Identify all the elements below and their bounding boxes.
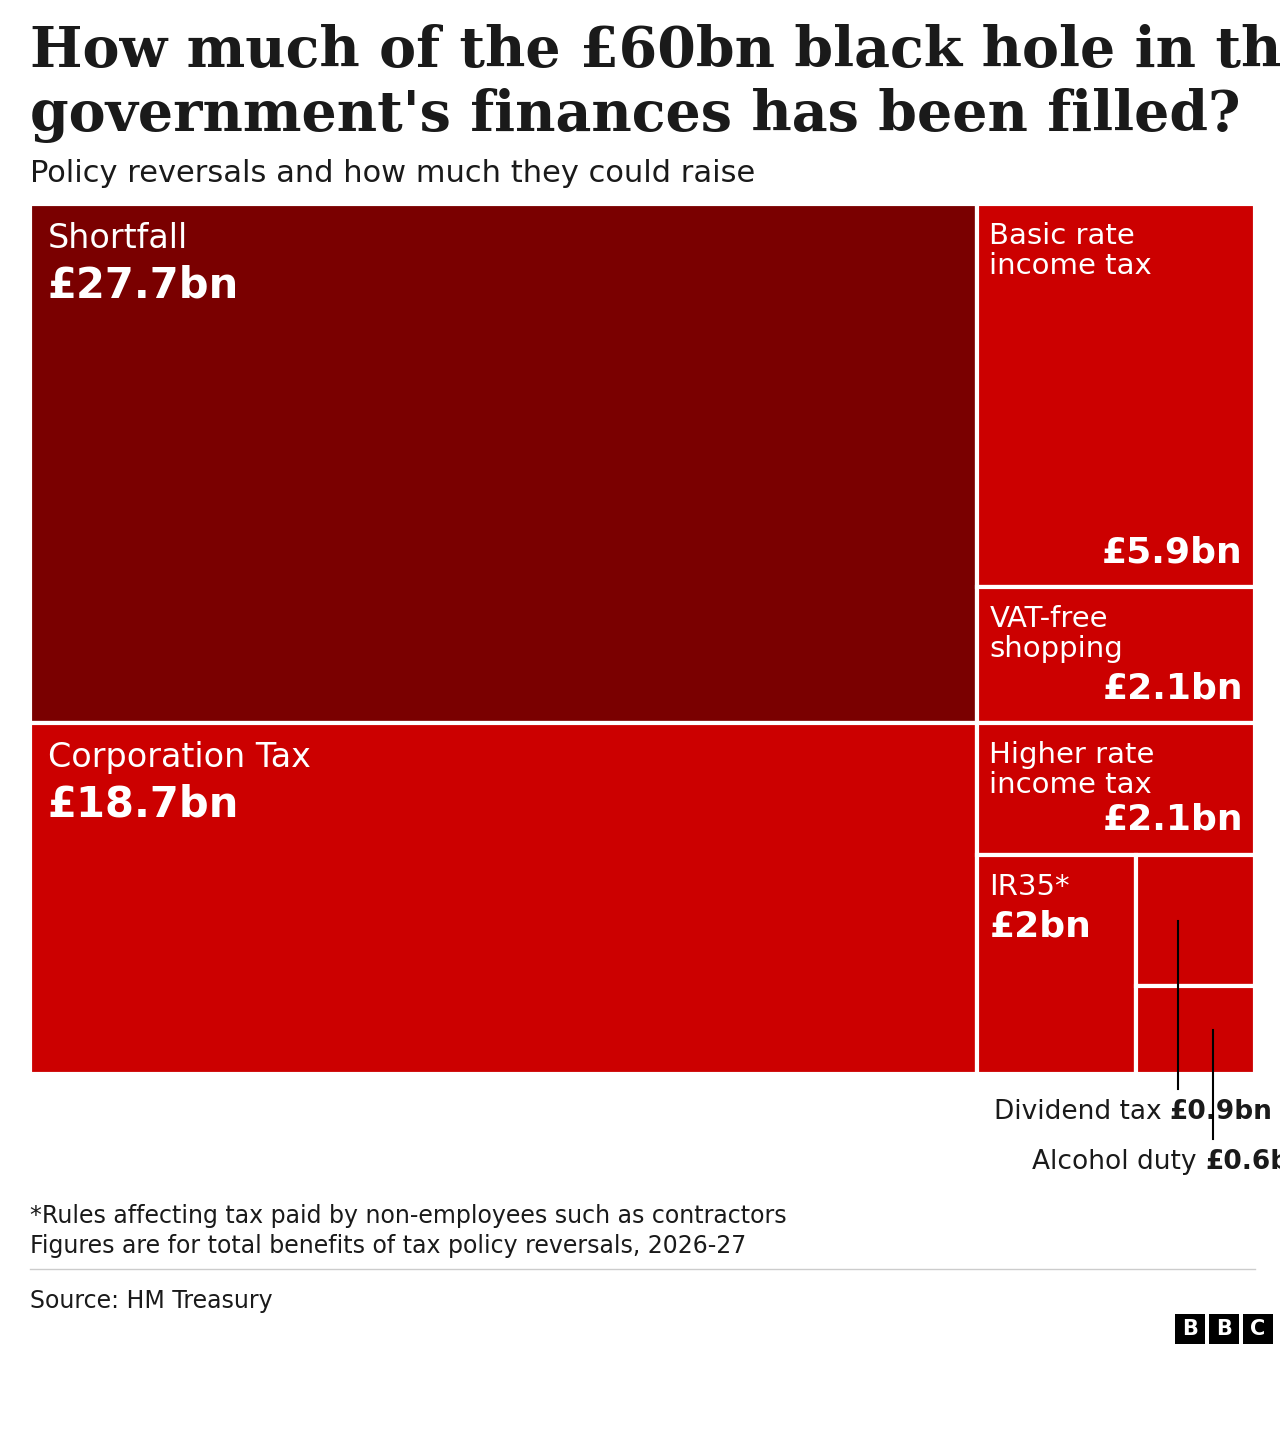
Text: Source: HM Treasury: Source: HM Treasury <box>29 1289 273 1313</box>
Text: £27.7bn: £27.7bn <box>49 264 239 306</box>
Text: IR35*: IR35* <box>989 872 1070 901</box>
Text: VAT-free: VAT-free <box>989 605 1107 632</box>
Text: £0.9bn: £0.9bn <box>1170 1099 1272 1125</box>
Text: Higher rate: Higher rate <box>989 741 1155 770</box>
Text: Corporation Tax: Corporation Tax <box>49 741 311 774</box>
Text: *Rules affecting tax paid by non-employees such as contractors: *Rules affecting tax paid by non-employe… <box>29 1204 787 1227</box>
Bar <box>978 723 1254 855</box>
Text: income tax: income tax <box>989 771 1152 800</box>
Text: B: B <box>1181 1318 1198 1339</box>
Bar <box>978 204 1254 588</box>
Text: £0.6bn: £0.6bn <box>1206 1149 1280 1175</box>
Text: C: C <box>1251 1318 1266 1339</box>
Text: Shortfall: Shortfall <box>49 222 188 256</box>
Text: £18.7bn: £18.7bn <box>49 784 239 826</box>
Bar <box>1175 1314 1204 1344</box>
Text: Figures are for total benefits of tax policy reversals, 2026-27: Figures are for total benefits of tax po… <box>29 1235 746 1258</box>
Text: Basic rate: Basic rate <box>989 222 1135 250</box>
Bar <box>1137 986 1254 1074</box>
Text: Dividend tax: Dividend tax <box>993 1099 1170 1125</box>
Bar <box>1243 1314 1274 1344</box>
Text: income tax: income tax <box>989 253 1152 280</box>
Bar <box>978 588 1254 723</box>
Text: shopping: shopping <box>989 635 1123 663</box>
Text: £2.1bn: £2.1bn <box>1102 803 1243 838</box>
Bar <box>1210 1314 1239 1344</box>
Text: £2bn: £2bn <box>989 910 1092 944</box>
Text: Policy reversals and how much they could raise: Policy reversals and how much they could… <box>29 159 755 188</box>
Text: How much of the £60bn black hole in the
government's finances has been filled?: How much of the £60bn black hole in the … <box>29 25 1280 143</box>
Text: B: B <box>1216 1318 1231 1339</box>
Bar <box>1137 855 1254 986</box>
Text: Alcohol duty: Alcohol duty <box>1033 1149 1206 1175</box>
Text: £2.1bn: £2.1bn <box>1102 671 1243 705</box>
Bar <box>978 855 1137 1074</box>
Bar <box>29 723 978 1074</box>
Text: £5.9bn: £5.9bn <box>1102 536 1243 569</box>
Bar <box>29 204 978 723</box>
